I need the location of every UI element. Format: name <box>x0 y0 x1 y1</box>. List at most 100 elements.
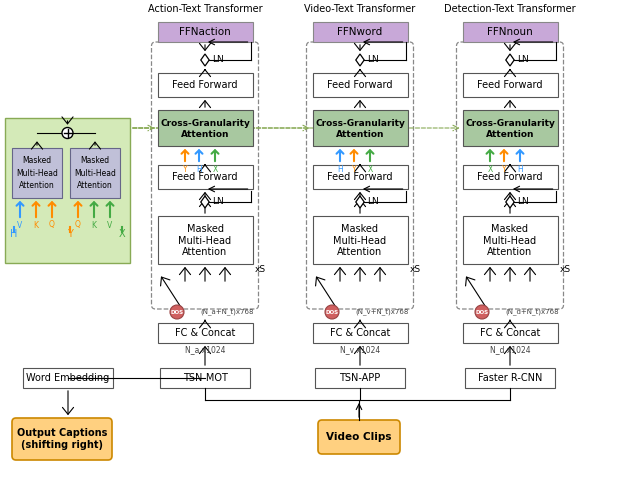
Text: V: V <box>17 221 22 229</box>
Text: FFNaction: FFNaction <box>179 27 231 37</box>
Text: DOS: DOS <box>325 309 339 315</box>
Text: DOS: DOS <box>476 309 488 315</box>
Text: Multi-Head: Multi-Head <box>333 236 387 246</box>
Bar <box>157 110 253 146</box>
Text: Masked: Masked <box>492 225 529 234</box>
Text: Output Captions: Output Captions <box>17 428 107 438</box>
Text: Video Clips: Video Clips <box>326 432 392 442</box>
Text: Masked: Masked <box>186 225 223 234</box>
Text: (N_v+N_t)x768: (N_v+N_t)x768 <box>355 309 409 316</box>
Text: N_a x1024: N_a x1024 <box>185 346 225 354</box>
Bar <box>315 368 405 388</box>
Text: H: H <box>196 165 202 173</box>
Text: Word Embedding: Word Embedding <box>26 373 109 383</box>
Bar <box>463 216 557 264</box>
Text: K: K <box>33 221 38 229</box>
Text: Feed Forward: Feed Forward <box>477 172 543 182</box>
Text: Attention: Attention <box>182 247 228 257</box>
Text: Y: Y <box>182 165 188 173</box>
Text: Feed Forward: Feed Forward <box>172 80 237 90</box>
Bar <box>463 110 557 146</box>
Text: X: X <box>118 229 125 239</box>
Text: LN: LN <box>212 197 224 207</box>
Polygon shape <box>356 54 364 66</box>
Text: V: V <box>108 221 113 229</box>
Text: Attention: Attention <box>486 130 534 139</box>
Bar <box>463 73 557 97</box>
Bar <box>157 73 253 97</box>
Text: Y: Y <box>67 229 73 239</box>
Bar <box>312 73 408 97</box>
Bar <box>23 368 113 388</box>
Text: xS: xS <box>410 266 421 274</box>
Text: FFNword: FFNword <box>337 27 383 37</box>
Text: LN: LN <box>517 197 529 207</box>
Text: Cross-Granularity: Cross-Granularity <box>315 119 405 128</box>
Bar <box>312 323 408 343</box>
Polygon shape <box>506 196 514 208</box>
Text: Attention: Attention <box>488 247 532 257</box>
Circle shape <box>325 305 339 319</box>
Text: H: H <box>10 229 18 239</box>
Polygon shape <box>201 196 209 208</box>
Bar <box>463 323 557 343</box>
Text: Cross-Granularity: Cross-Granularity <box>465 119 555 128</box>
Text: Q: Q <box>75 221 81 229</box>
Text: Feed Forward: Feed Forward <box>327 80 393 90</box>
Text: LN: LN <box>517 56 529 64</box>
Text: Y: Y <box>502 165 506 173</box>
FancyBboxPatch shape <box>12 418 112 460</box>
Text: N_d x1024: N_d x1024 <box>490 346 531 354</box>
Circle shape <box>475 305 489 319</box>
Bar <box>465 368 555 388</box>
Text: H: H <box>517 165 523 173</box>
Bar <box>157 216 253 264</box>
Text: Faster R-CNN: Faster R-CNN <box>478 373 542 383</box>
FancyBboxPatch shape <box>318 420 400 454</box>
Text: Q: Q <box>49 221 55 229</box>
Text: Attention: Attention <box>337 247 383 257</box>
Polygon shape <box>506 54 514 66</box>
Text: xS: xS <box>255 266 266 274</box>
Bar <box>312 216 408 264</box>
Text: Cross-Granularity: Cross-Granularity <box>160 119 250 128</box>
Text: DOS: DOS <box>170 309 184 315</box>
Bar <box>312 110 408 146</box>
Text: Masked: Masked <box>342 225 378 234</box>
Text: Masked: Masked <box>81 156 109 165</box>
Text: X: X <box>367 165 372 173</box>
Text: LN: LN <box>367 56 379 64</box>
Text: (N_d+N_t)x768: (N_d+N_t)x768 <box>505 309 559 316</box>
Bar <box>5 118 130 263</box>
Text: (shifting right): (shifting right) <box>21 440 103 450</box>
Bar <box>157 323 253 343</box>
Text: Attention: Attention <box>77 181 113 190</box>
Bar <box>12 148 62 198</box>
Text: LN: LN <box>212 56 224 64</box>
Text: Attention: Attention <box>19 181 55 190</box>
Text: Masked: Masked <box>22 156 52 165</box>
Polygon shape <box>201 54 209 66</box>
Text: (N_a+N_t)x768: (N_a+N_t)x768 <box>200 309 253 316</box>
Text: xS: xS <box>560 266 571 274</box>
Text: Multi-Head: Multi-Head <box>483 236 536 246</box>
Text: Attention: Attention <box>336 130 384 139</box>
Text: FC & Concat: FC & Concat <box>480 328 540 338</box>
Bar <box>312 22 408 42</box>
Text: Detection-Text Transformer: Detection-Text Transformer <box>444 4 576 14</box>
Text: Feed Forward: Feed Forward <box>327 172 393 182</box>
Text: Feed Forward: Feed Forward <box>172 172 237 182</box>
Circle shape <box>62 127 73 138</box>
Text: Feed Forward: Feed Forward <box>477 80 543 90</box>
Text: Y: Y <box>352 165 356 173</box>
Bar <box>157 165 253 189</box>
Text: TSN-MOT: TSN-MOT <box>182 373 227 383</box>
Bar <box>160 368 250 388</box>
Circle shape <box>170 305 184 319</box>
Text: Video-Text Transformer: Video-Text Transformer <box>305 4 415 14</box>
Text: LN: LN <box>367 197 379 207</box>
Text: TSN-APP: TSN-APP <box>339 373 381 383</box>
Text: X: X <box>488 165 493 173</box>
Bar <box>157 22 253 42</box>
Text: FFNnoun: FFNnoun <box>487 27 533 37</box>
